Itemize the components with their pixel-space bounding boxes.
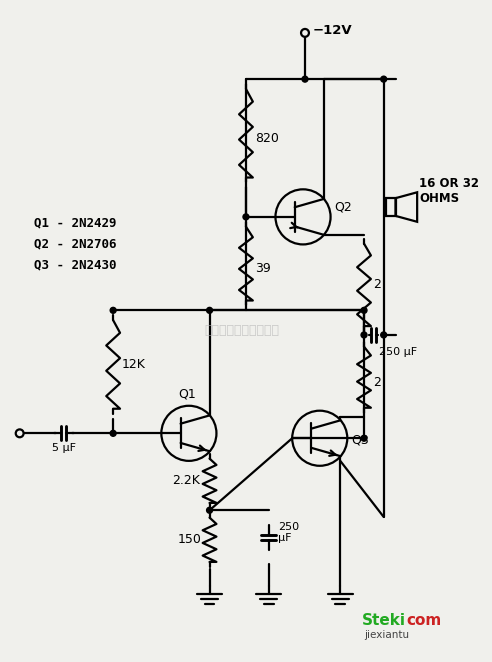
Circle shape [302,76,308,82]
Text: jiexiantu: jiexiantu [364,630,409,640]
Circle shape [207,507,213,513]
Text: Q1: Q1 [178,388,196,401]
Text: 2: 2 [373,278,381,291]
Text: Steki: Steki [362,613,406,628]
Circle shape [361,332,367,338]
Text: 820: 820 [255,132,278,145]
Circle shape [381,332,387,338]
Text: Q1 - 2N2429
Q2 - 2N2706
Q3 - 2N2430: Q1 - 2N2429 Q2 - 2N2706 Q3 - 2N2430 [34,217,117,272]
Circle shape [361,307,367,313]
Text: −12V: −12V [313,24,352,38]
Circle shape [361,436,367,441]
Text: 150: 150 [178,534,202,546]
Text: Q2: Q2 [335,201,352,214]
Bar [386,198,396,216]
Text: 2: 2 [373,375,381,389]
Text: 杭州将睽科技有限公司: 杭州将睽科技有限公司 [205,324,279,336]
Text: 250 μF: 250 μF [379,347,417,357]
Circle shape [110,307,116,313]
Text: com: com [406,613,442,628]
Text: 250
μF: 250 μF [278,522,300,544]
Circle shape [381,76,387,82]
Text: 12K: 12K [122,358,146,371]
Circle shape [243,214,249,220]
Text: 39: 39 [255,262,271,275]
Text: 16 OR 32
OHMS: 16 OR 32 OHMS [419,177,479,205]
Text: Q3: Q3 [351,434,369,447]
Circle shape [110,430,116,436]
Text: 2.2K: 2.2K [172,474,200,487]
Circle shape [207,307,213,313]
Text: 5 μF: 5 μF [52,443,76,453]
